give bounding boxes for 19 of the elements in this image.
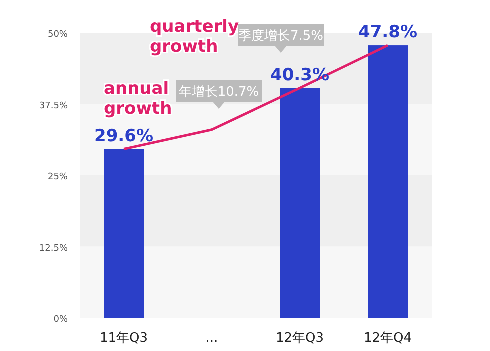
x-tick-label: 12年Q3 <box>276 331 324 346</box>
annotation: 季度增长7.5% <box>238 28 324 44</box>
y-tick-label: 25% <box>48 172 68 182</box>
data-label: 40.3% <box>270 65 330 86</box>
x-tick-label: 12年Q4 <box>364 331 412 346</box>
data-label: 47.8% <box>358 22 418 43</box>
y-tick-label: 0% <box>54 315 68 325</box>
x-tick-label: 11年Q3 <box>100 331 148 346</box>
annotation: quarterly growth <box>150 17 240 57</box>
y-tick-label: 37.5% <box>39 101 68 112</box>
bar <box>280 88 320 318</box>
bar <box>368 46 408 318</box>
annotation: annual growth <box>104 79 172 119</box>
y-tick-label: 12.5% <box>39 244 68 254</box>
bar <box>104 149 144 318</box>
x-tick-label: ... <box>206 331 218 346</box>
y-tick-label: 50% <box>48 30 68 40</box>
data-label: 29.6% <box>94 126 154 146</box>
annotation: 年增长10.7% <box>178 85 260 100</box>
